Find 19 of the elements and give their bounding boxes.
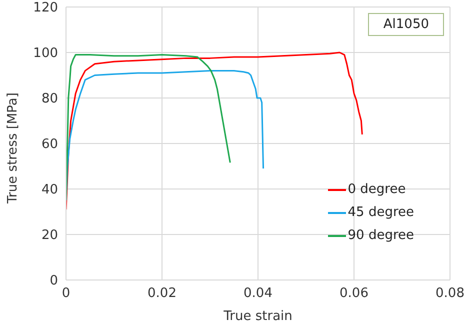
annotation: Al1050 [368,13,444,36]
x-tick-label: 0 [62,286,70,302]
x-tick-label: 0.04 [244,286,272,302]
y-tick-label: 0 [50,274,58,289]
y-tick-label: 100 [33,46,58,62]
legend-label: 90 degree [348,227,414,245]
x-axis-title: True strain [222,309,292,324]
line-series [66,54,231,202]
x-tick-label: 0.02 [148,286,176,302]
legend-label: 0 degree [348,181,406,199]
y-tick-label: 120 [33,0,58,16]
y-tick-label: 80 [41,92,58,107]
legend-label: 45 degree [348,204,414,222]
y-axis-title: True stress [MPa] [6,92,21,204]
x-tick-label: 0.08 [436,286,464,302]
y-tick-label: 60 [41,137,58,152]
x-tick-label: 0.06 [340,286,368,302]
y-tick-label: 20 [41,228,58,244]
y-tick-label: 40 [41,182,58,198]
